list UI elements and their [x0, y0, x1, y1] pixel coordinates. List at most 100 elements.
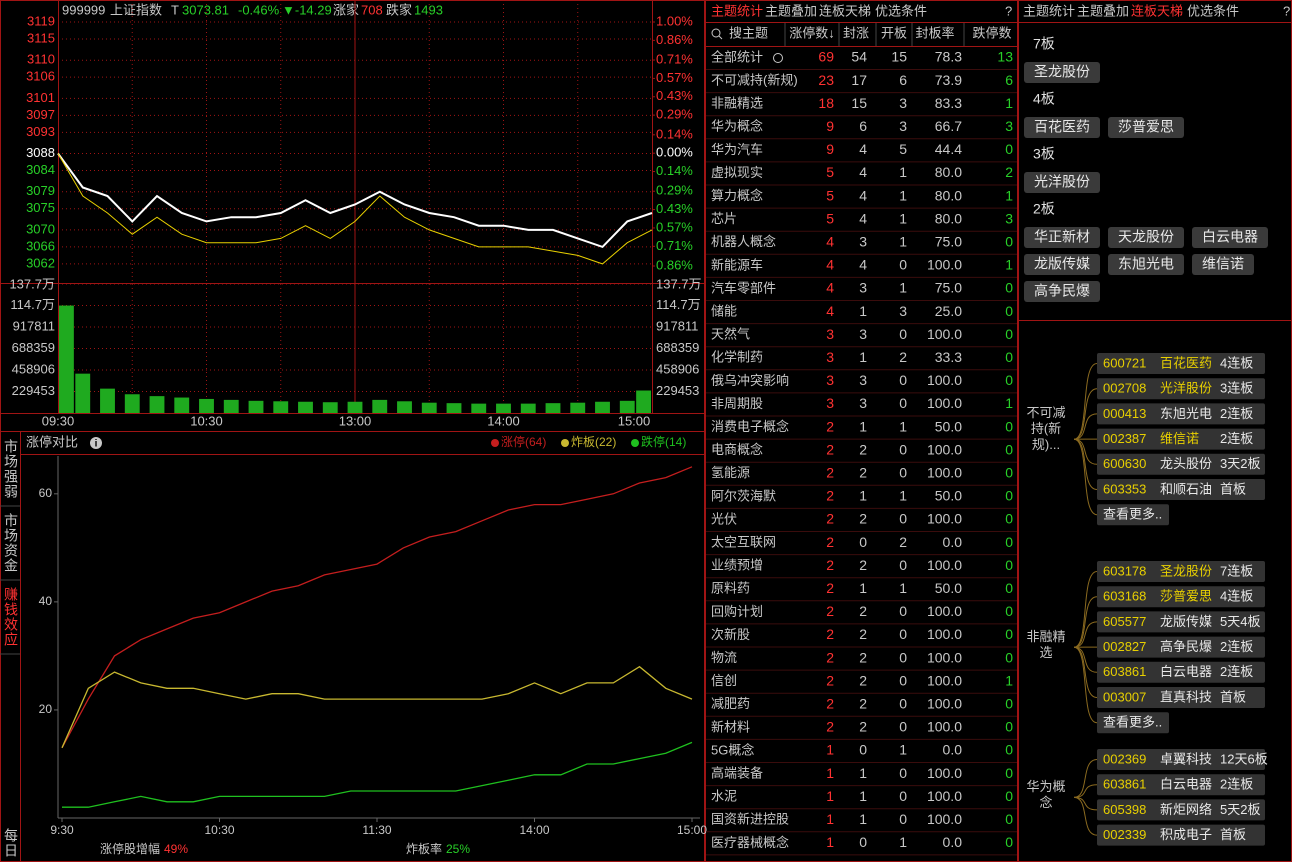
- topic-name[interactable]: 信创: [711, 673, 737, 688]
- y2-tick-label: 0.29%: [656, 183, 693, 198]
- topic-name[interactable]: 国资新进控股: [711, 812, 789, 827]
- stock-chip[interactable]: [1024, 227, 1100, 248]
- stock-row[interactable]: [1097, 378, 1265, 400]
- ladder-tab[interactable]: ?: [1283, 3, 1290, 18]
- stock-chip[interactable]: [1024, 62, 1100, 83]
- topic-name[interactable]: 汽车零部件: [711, 280, 776, 295]
- topic-name[interactable]: 光伏: [711, 511, 737, 526]
- side-tab[interactable]: 赚钱效应: [3, 587, 19, 647]
- topic-name[interactable]: 储能: [711, 304, 737, 319]
- y2-tick-label: 0.14%: [656, 163, 693, 178]
- topic-header[interactable]: 开板: [881, 25, 907, 40]
- topic-cell: 0: [899, 511, 907, 527]
- more-button[interactable]: [1097, 504, 1169, 526]
- stock-row[interactable]: [1097, 453, 1265, 475]
- topic-name[interactable]: 非融精选: [711, 96, 763, 111]
- topic-name[interactable]: 华为概念: [711, 119, 763, 134]
- ladder-tab[interactable]: 主题叠加: [1077, 3, 1129, 18]
- stock-row[interactable]: [1097, 749, 1265, 770]
- stock-chip[interactable]: [1108, 254, 1184, 275]
- topic-tab[interactable]: 优选条件: [875, 3, 927, 18]
- stock-row[interactable]: [1097, 799, 1265, 821]
- stock-row[interactable]: [1097, 586, 1265, 608]
- topic-cell: 18: [818, 95, 834, 111]
- stock-code: 603178: [1103, 563, 1146, 578]
- topic-name[interactable]: 医疗器械概念: [711, 835, 789, 850]
- side-tab[interactable]: 每日: [3, 827, 19, 858]
- topic-name[interactable]: 水泥: [711, 789, 737, 804]
- stock-row[interactable]: [1097, 824, 1265, 846]
- topic-name[interactable]: 俄乌冲突影响: [711, 373, 789, 388]
- x-tick-label: 14:00: [519, 823, 549, 837]
- stock-row[interactable]: [1097, 561, 1265, 582]
- topic-tab[interactable]: 主题统计: [711, 3, 763, 18]
- topic-name[interactable]: 太空互联网: [711, 535, 776, 550]
- stock-chip[interactable]: [1192, 227, 1268, 248]
- topic-header[interactable]: 封板率: [915, 25, 954, 40]
- topic-name[interactable]: 机器人概念: [711, 234, 776, 249]
- topic-tab[interactable]: ?: [1005, 3, 1012, 18]
- topic-name[interactable]: 原料药: [711, 581, 750, 596]
- ladder-tab[interactable]: 优选条件: [1187, 3, 1239, 18]
- search-icon[interactable]: [711, 28, 721, 38]
- topic-header[interactable]: 跌停数: [972, 25, 1011, 40]
- stock-chip[interactable]: [1108, 117, 1184, 138]
- side-tab[interactable]: 市场资金: [3, 513, 19, 573]
- topic-name[interactable]: 电商概念: [711, 442, 763, 457]
- topic-header[interactable]: 封涨: [843, 25, 869, 40]
- topic-name[interactable]: 华为汽车: [711, 142, 763, 157]
- stock-row[interactable]: [1097, 428, 1265, 450]
- stock-row[interactable]: [1097, 687, 1265, 708]
- topic-name[interactable]: 化学制药: [711, 350, 763, 365]
- topic-name[interactable]: 非周期股: [711, 396, 763, 411]
- stock-chip[interactable]: [1024, 254, 1100, 275]
- stock-name: 高争民爆: [1160, 639, 1212, 654]
- topic-name[interactable]: 新能源车: [711, 257, 763, 272]
- topic-name[interactable]: 回购计划: [711, 604, 763, 619]
- topic-name[interactable]: 新材料: [711, 719, 750, 734]
- topic-name[interactable]: 高端装备: [711, 766, 763, 781]
- topic-name[interactable]: 物流: [711, 650, 737, 665]
- stock-chip[interactable]: [1192, 254, 1254, 275]
- stock-chip[interactable]: [1024, 172, 1100, 193]
- topic-cell: 0: [859, 834, 867, 850]
- ladder-tab[interactable]: 主题统计: [1023, 3, 1075, 18]
- topic-name[interactable]: 次新股: [711, 627, 750, 642]
- topic-name[interactable]: 减肥药: [711, 696, 750, 711]
- info-icon[interactable]: [90, 437, 102, 449]
- topic-header[interactable]: 涨停数↓: [789, 25, 835, 40]
- topic-name[interactable]: 不可减持(新规): [711, 73, 798, 88]
- topic-cell: 50.0: [935, 580, 962, 596]
- stock-chip[interactable]: [1108, 227, 1184, 248]
- topic-name[interactable]: 5G概念: [711, 742, 754, 757]
- topic-header[interactable]: 搜主题: [729, 25, 768, 40]
- topic-name[interactable]: 氢能源: [711, 465, 750, 480]
- y2-tick-label: 0.43%: [656, 88, 693, 103]
- stock-row[interactable]: [1097, 636, 1265, 658]
- y-tick-label: 3119: [27, 13, 55, 28]
- stock-row[interactable]: [1097, 661, 1265, 683]
- topic-name[interactable]: 芯片: [711, 211, 737, 226]
- topic-tab[interactable]: 连板天梯: [819, 3, 871, 18]
- stock-row[interactable]: [1097, 353, 1265, 374]
- footer-value: 49%: [164, 842, 188, 856]
- stock-chip[interactable]: [1024, 281, 1100, 302]
- stock-row[interactable]: [1097, 774, 1265, 796]
- topic-name[interactable]: 全部统计: [711, 49, 763, 64]
- topic-tab[interactable]: 主题叠加: [765, 3, 817, 18]
- stock-row[interactable]: [1097, 611, 1265, 633]
- topic-name[interactable]: 业绩预增: [711, 558, 763, 573]
- ladder-tab[interactable]: 连板天梯: [1131, 3, 1183, 18]
- stock-row[interactable]: [1097, 403, 1265, 425]
- side-tab[interactable]: 市场强弱: [3, 439, 19, 499]
- topic-name[interactable]: 消费电子概念: [711, 419, 789, 434]
- stock-chip[interactable]: [1024, 117, 1100, 138]
- topic-name[interactable]: 算力概念: [711, 188, 763, 203]
- topic-name[interactable]: 虚拟现实: [711, 165, 763, 180]
- more-button[interactable]: [1097, 712, 1169, 734]
- stock-row[interactable]: [1097, 479, 1265, 500]
- topic-cell: 15: [891, 49, 907, 65]
- topic-name[interactable]: 阿尔茨海默: [711, 488, 776, 503]
- topic-name[interactable]: 天然气: [711, 327, 750, 342]
- stat-toggle[interactable]: [773, 53, 783, 63]
